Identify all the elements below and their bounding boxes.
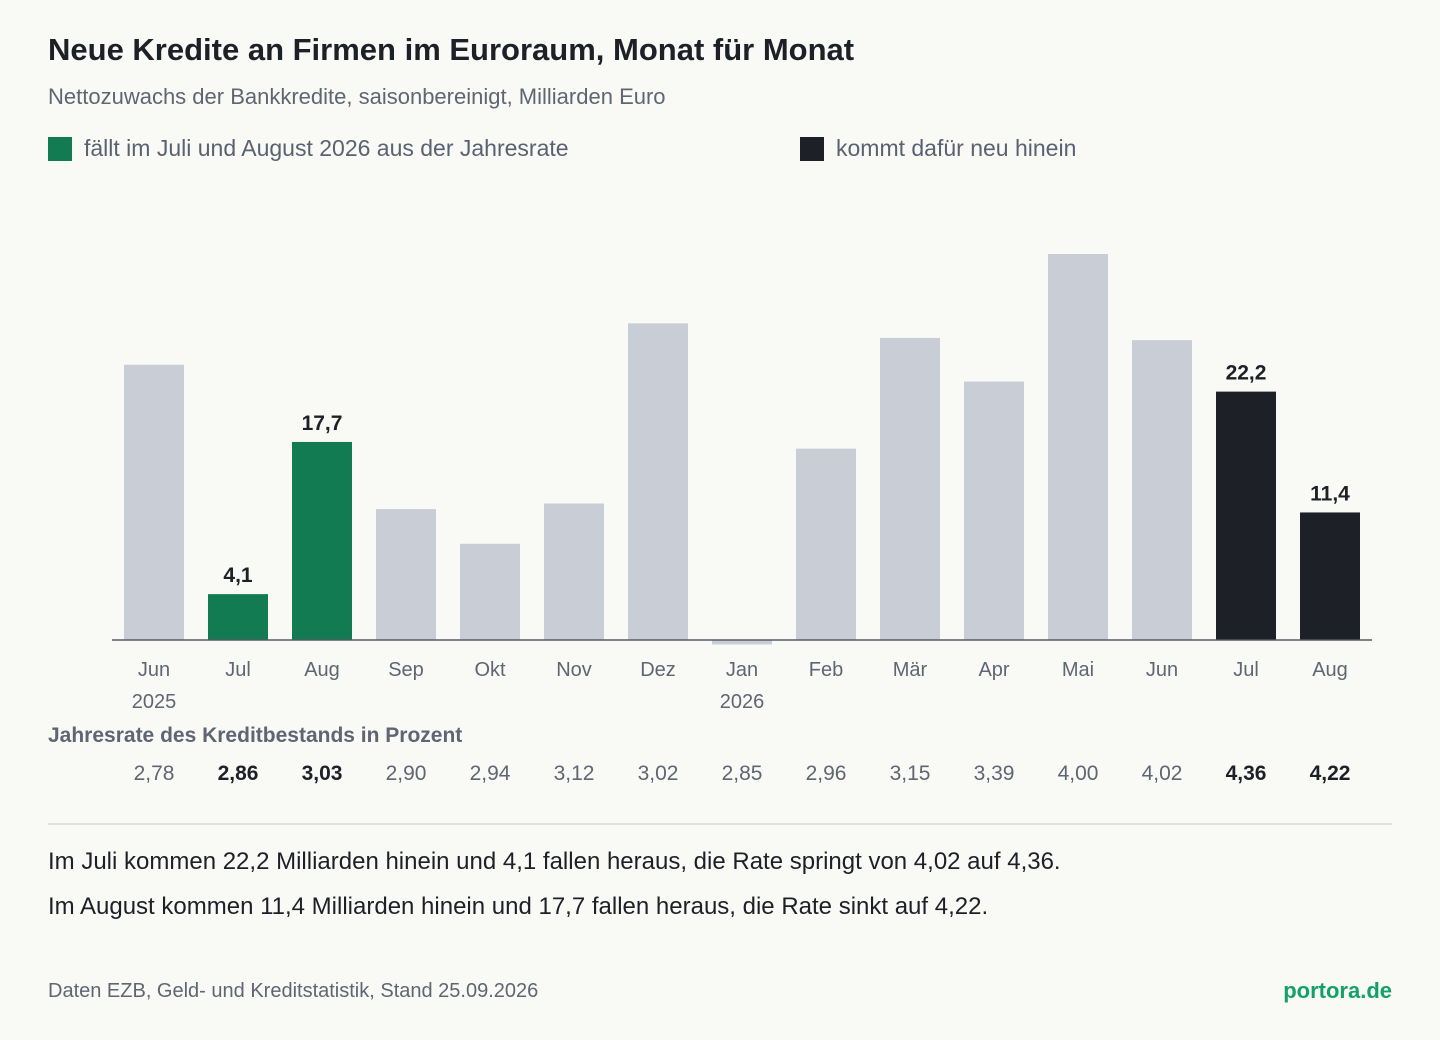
rate-value: 4,02 <box>1142 762 1183 785</box>
note-august: Im August kommen 11,4 Milliarden hinein … <box>48 893 989 920</box>
rate-value: 3,15 <box>890 762 931 785</box>
x-tick-label: Jul <box>225 659 251 681</box>
rate-value: 4,00 <box>1058 762 1099 785</box>
x-tick-label: Jan <box>726 659 758 681</box>
bar <box>376 509 436 640</box>
x-tick-label: Feb <box>809 659 843 681</box>
bar <box>460 543 520 640</box>
rate-value: 2,96 <box>806 762 847 785</box>
bar <box>544 503 604 640</box>
bar-value-label: 17,7 <box>302 412 343 435</box>
legend-label-out: fällt im Juli und August 2026 aus der Ja… <box>84 135 569 161</box>
rate-value: 3,03 <box>302 762 343 785</box>
rate-value: 3,39 <box>974 762 1015 785</box>
bar <box>964 381 1024 640</box>
note-july: Im Juli kommen 22,2 Milliarden hinein un… <box>48 848 1061 875</box>
rate-value: 3,12 <box>554 762 595 785</box>
legend-label-in: kommt dafür neu hinein <box>836 135 1077 161</box>
x-tick-label: Mai <box>1062 659 1094 681</box>
x-tick-label: Aug <box>1312 659 1348 681</box>
brand-link[interactable]: portora.de <box>1283 978 1392 1003</box>
bar <box>292 441 352 640</box>
bar <box>796 448 856 640</box>
rate-value: 2,86 <box>218 762 259 785</box>
legend-item-out: fällt im Juli und August 2026 aus der Ja… <box>48 135 569 162</box>
bar-value-label: 22,2 <box>1226 362 1267 385</box>
x-tick-label: Apr <box>978 659 1009 681</box>
x-tick-label: Jun <box>138 659 170 681</box>
bar-value-label: 4,1 <box>223 564 253 587</box>
rate-heading: Jahresrate des Kreditbestands in Prozent <box>48 724 463 747</box>
rate-value: 4,36 <box>1226 762 1267 785</box>
source-note: Daten EZB, Geld- und Kreditstatistik, St… <box>48 980 539 1002</box>
rate-value: 2,85 <box>722 762 763 785</box>
x-tick-label: Dez <box>640 659 676 681</box>
rate-value: 2,78 <box>134 762 175 785</box>
chart-title: Neue Kredite an Firmen im Euroraum, Mona… <box>48 32 855 67</box>
rate-value: 4,22 <box>1310 762 1351 785</box>
bar <box>208 594 268 640</box>
bar <box>712 640 772 645</box>
legend-swatch-in <box>800 136 824 161</box>
bar <box>1132 340 1192 640</box>
chart-subtitle: Nettozuwachs der Bankkredite, saisonbere… <box>48 84 666 109</box>
bar-value-label: 11,4 <box>1310 482 1350 505</box>
rate-value: 2,90 <box>386 762 427 785</box>
x-tick-label: Jun <box>1146 659 1178 681</box>
divider <box>48 823 1392 825</box>
bar <box>1048 254 1108 640</box>
x-tick-label: Okt <box>474 659 506 681</box>
x-tick-label: Mär <box>893 659 928 681</box>
x-year-label: 2025 <box>132 691 177 713</box>
x-year-label: 2026 <box>720 691 765 713</box>
bar <box>628 323 688 640</box>
legend-swatch-out <box>48 136 72 161</box>
legend-item-in: kommt dafür neu hinein <box>800 135 1076 162</box>
x-tick-label: Sep <box>388 659 424 681</box>
bar <box>880 337 940 640</box>
bar <box>1216 391 1276 640</box>
bar <box>124 364 184 640</box>
rate-value: 3,02 <box>638 762 679 785</box>
bar <box>1300 512 1360 640</box>
x-tick-label: Aug <box>304 659 340 681</box>
x-tick-label: Jul <box>1233 659 1259 681</box>
bar-chart: Jun 2025 2,78 4,1 Jul 2,86 17,7 Aug 3,03 Sep 2,90 O… <box>112 254 1372 785</box>
rate-value: 2,94 <box>470 762 511 785</box>
x-tick-label: Nov <box>556 659 592 681</box>
